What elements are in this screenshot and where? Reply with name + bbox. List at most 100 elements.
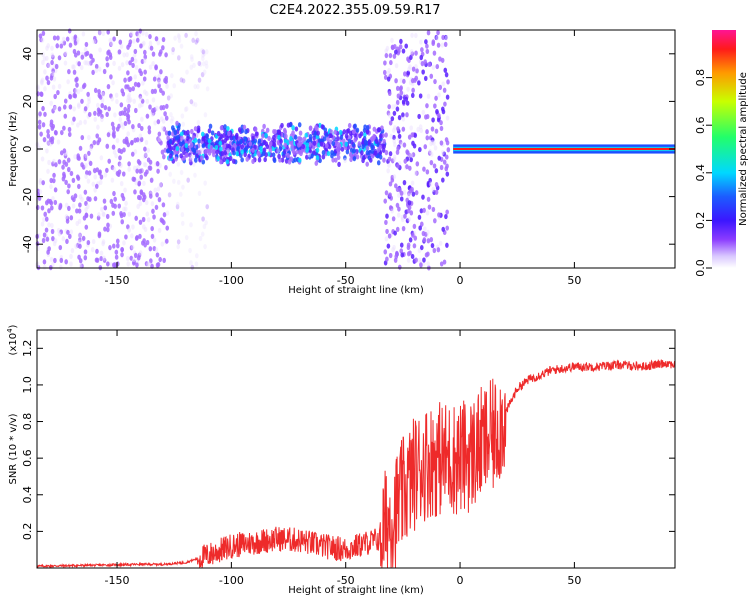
spectrogram-cell xyxy=(294,126,299,132)
spectrogram-cell xyxy=(50,228,55,235)
spectrogram-cell xyxy=(126,261,130,267)
spectrogram-cell xyxy=(166,135,170,141)
spectrogram-cell xyxy=(150,201,155,207)
spectrogram-cell xyxy=(189,222,193,228)
spectrogram-cell xyxy=(115,126,120,132)
spectrogram-cell xyxy=(57,83,62,89)
spectrogram-cell xyxy=(374,138,379,145)
spectrogram-cell xyxy=(409,157,413,163)
spectrogram-cell xyxy=(393,125,397,131)
spectrogram-cell xyxy=(66,229,70,235)
colorbar-ticks: 0.0 0.2 0.4 0.6 0.8 xyxy=(694,69,712,277)
spectrogram-cell xyxy=(158,138,162,144)
spectrogram-cell xyxy=(429,141,433,147)
spectrogram-cell xyxy=(68,233,72,239)
spectrogram-cell xyxy=(59,43,64,49)
spectrogram-cell xyxy=(143,146,147,152)
figure-title: C2E4.2022.355.09.59.R17 xyxy=(269,3,440,18)
spectrogram-cell xyxy=(131,86,135,92)
spectrogram-cell xyxy=(93,87,98,94)
spectrogram-cell xyxy=(204,60,209,66)
spectrogram-cell xyxy=(415,170,419,176)
spectrogram-cell xyxy=(377,127,382,133)
spectrogram-cell xyxy=(348,152,353,158)
spectrogram-cell xyxy=(385,213,389,219)
spectrogram-cell xyxy=(218,154,223,161)
spectrogram-cell xyxy=(86,91,90,97)
spectrogram-cell xyxy=(78,232,82,238)
spectrogram-cell xyxy=(57,106,62,112)
spectrogram-cell xyxy=(271,152,276,158)
spectrogram-cell xyxy=(205,155,209,161)
spectrogram-cell xyxy=(175,204,180,210)
spectrogram-cell xyxy=(387,233,392,239)
spectrogram-cell xyxy=(370,148,374,154)
spectrogram-cell xyxy=(73,193,78,199)
spectrogram-cell xyxy=(396,163,400,169)
spectrogram-cell xyxy=(176,239,181,245)
spectrogram-cell xyxy=(352,156,357,162)
spectrogram-cell xyxy=(390,158,395,164)
spectrogram-cell xyxy=(117,161,122,167)
spectrogram-cell xyxy=(240,157,244,163)
spectrogram-cell xyxy=(388,192,392,198)
spectrogram-cell xyxy=(44,227,49,233)
spectrogram-cell xyxy=(138,168,143,174)
spectrogram-cell xyxy=(406,257,411,263)
spectrogram-cell xyxy=(50,222,54,229)
spectrogram-cell xyxy=(157,136,162,143)
spectrogram-cell xyxy=(403,158,408,164)
spectrogram-cell xyxy=(359,131,364,137)
spectrogram-cell xyxy=(445,94,450,100)
spectrogram-cell xyxy=(362,127,367,133)
spectrogram-cell xyxy=(143,162,148,168)
snr-panel: -150 -100 -50 0 50 0.2 0.4 0.6 0.8 1.0 1.2 Height… xyxy=(6,324,676,596)
spectrogram-cell xyxy=(240,144,245,150)
spectrogram-cell xyxy=(419,244,424,251)
spectrogram-cell xyxy=(196,119,201,126)
spectrogram-cell xyxy=(72,48,77,55)
spectrogram-cell xyxy=(445,225,450,231)
spectrogram-cell xyxy=(429,151,434,157)
spectrogram-cell xyxy=(430,126,435,132)
spectrogram-cell xyxy=(432,163,437,169)
spectrogram-cell xyxy=(325,143,329,149)
spectrogram-x-tick-label: -100 xyxy=(219,274,244,287)
spectrogram-cell xyxy=(177,54,181,60)
spectrogram-cell xyxy=(384,48,389,54)
spectrogram-cell xyxy=(444,72,449,78)
spectrogram-cell xyxy=(62,125,66,131)
spectrogram-cell xyxy=(119,181,124,187)
spectrogram-cell xyxy=(197,77,202,83)
spectrogram-cell xyxy=(421,194,425,200)
spectrogram-cell xyxy=(45,148,49,154)
spectrogram-cell xyxy=(161,90,165,96)
spectrogram-cell xyxy=(427,61,432,68)
spectrogram-cell xyxy=(220,151,225,157)
spectrogram-cell xyxy=(75,174,80,180)
spectrogram-cell xyxy=(410,32,414,38)
spectrogram-cell xyxy=(37,124,42,130)
spectrogram-cell xyxy=(347,122,352,129)
spectrogram-cell xyxy=(386,70,390,76)
spectrogram-cell xyxy=(97,212,101,218)
spectrogram-cell xyxy=(37,145,42,151)
spectrogram-cell xyxy=(209,144,214,151)
spectrogram-cell xyxy=(105,111,109,117)
spectrogram-cell xyxy=(394,49,398,55)
spectrogram-cell xyxy=(68,104,73,110)
spectrogram-cell xyxy=(135,31,139,37)
spectrogram-cell xyxy=(51,84,56,90)
spectrogram-cell xyxy=(194,39,199,45)
spectrogram-cell xyxy=(395,99,400,106)
spectrogram-cell xyxy=(183,130,188,136)
spectrogram-cell xyxy=(133,149,138,155)
spectrogram-cell xyxy=(75,82,79,88)
spectrogram-cell xyxy=(441,177,445,183)
spectrogram-cell xyxy=(112,243,116,249)
carrier-band-core xyxy=(453,147,675,151)
spectrogram-cell xyxy=(45,75,49,81)
spectrogram-cell xyxy=(106,222,110,228)
spectrogram-cell xyxy=(108,37,113,44)
spectrogram-cell xyxy=(97,30,102,36)
